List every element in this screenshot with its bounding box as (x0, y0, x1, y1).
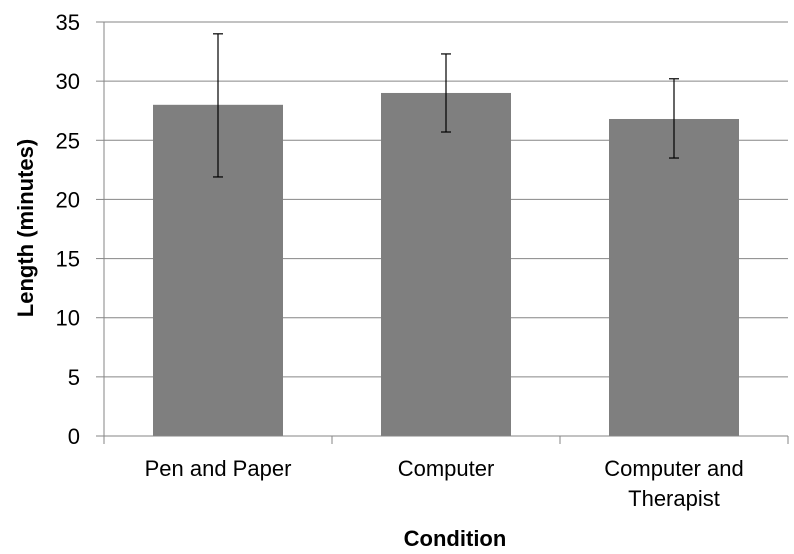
x-tick-labels: Pen and Paper Computer Computer and Therapi… (145, 456, 744, 511)
x-tick-label-line: Therapist (628, 486, 720, 511)
bars (153, 92, 739, 437)
y-tick-label: 0 (68, 424, 80, 449)
x-tick-label-line: Computer and (604, 456, 743, 481)
y-tick-label: 10 (56, 306, 80, 331)
y-tick-label: 5 (68, 365, 80, 390)
y-tick-labels: 0 5 10 15 20 25 30 35 (56, 10, 80, 449)
y-tick-label: 25 (56, 128, 80, 153)
bar (609, 118, 739, 436)
x-tick-label: Computer and Therapist (604, 456, 743, 511)
bar (381, 92, 511, 436)
y-tick-label: 20 (56, 187, 80, 212)
error-bars (213, 33, 679, 178)
axes (96, 21, 789, 444)
y-tick-label: 35 (56, 10, 80, 35)
y-axis-title: Length (minutes) (13, 139, 38, 317)
x-tick-label-line: Computer (398, 456, 495, 481)
y-tick-label: 15 (56, 247, 80, 272)
x-tick-label: Pen and Paper (145, 456, 292, 481)
x-tick-label-line: Pen and Paper (145, 456, 292, 481)
x-tick-label: Computer (398, 456, 495, 481)
y-tick-label: 30 (56, 69, 80, 94)
x-axis-title: Condition (404, 526, 507, 551)
